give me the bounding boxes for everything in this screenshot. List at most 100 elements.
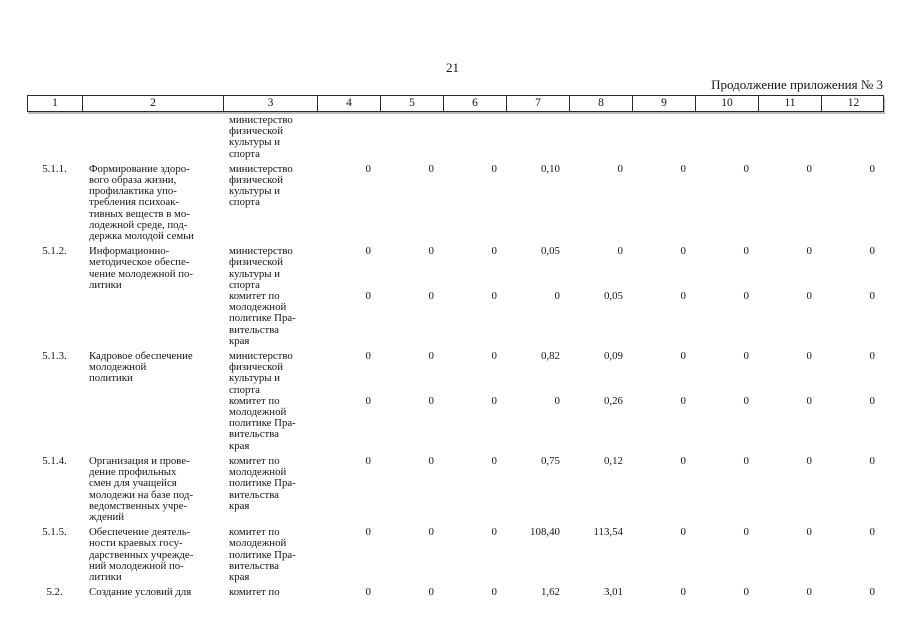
value-cell: 0 xyxy=(491,350,497,363)
table-row: 5.2. Создание условий для комитет по 0 0… xyxy=(27,586,884,599)
value-cell: 0 xyxy=(617,162,623,175)
value-cell: 0 xyxy=(806,350,812,363)
executor-block: комитет по 0 0 0 1,62 3,01 0 0 0 0 xyxy=(223,586,884,599)
value-cell: 0 xyxy=(869,162,875,175)
column-header: 6 xyxy=(444,96,507,111)
measure-name: Обеспечение деятель- ности краевых госу-… xyxy=(89,526,194,583)
executor-name: министерство физической культуры и спорт… xyxy=(229,114,293,160)
measure-name: Информационно- методическое обеспе- чени… xyxy=(89,245,194,291)
value-cell: 0 xyxy=(743,290,749,303)
value-cell: 0 xyxy=(680,350,686,363)
executor-name: министерство физической культуры и спорт… xyxy=(229,245,293,291)
value-cell: 0 xyxy=(428,350,434,363)
column-header: 9 xyxy=(633,96,696,111)
executor-block: министерство физической культуры и спорт… xyxy=(223,162,884,209)
value-cell: 0 xyxy=(491,526,497,539)
column-header: 11 xyxy=(759,96,822,111)
value-cell: 0 xyxy=(491,586,497,599)
table-row: 5.1.5. Обеспечение деятель- ности краевы… xyxy=(27,527,884,583)
value-cell: 0 xyxy=(365,350,371,363)
column-header: 8 xyxy=(570,96,633,111)
column-header: 3 xyxy=(224,96,318,111)
value-cell: 0 xyxy=(617,245,623,258)
value-cell: 0,75 xyxy=(540,454,560,467)
executor-block: комитет по молодежной политике Пра- вите… xyxy=(223,527,884,583)
value-cell: 0 xyxy=(869,454,875,467)
value-cell: 0 xyxy=(365,394,371,407)
column-header: 2 xyxy=(83,96,224,111)
value-cell: 0 xyxy=(743,526,749,539)
value-cell: 0 xyxy=(428,394,434,407)
value-cell: 0 xyxy=(365,586,371,599)
table-body: министерство физической культуры и спорт… xyxy=(27,114,884,599)
executor-block: комитет по молодежной политике Пра- вите… xyxy=(223,394,884,452)
table-row: 5.1.4. Организация и прове- дение профил… xyxy=(27,454,884,523)
measure-name: Создание условий для xyxy=(89,586,192,599)
table-row: 5.1.3. Кадровое обеспечение молодежной п… xyxy=(27,350,884,452)
value-cell: 0 xyxy=(680,245,686,258)
value-cell: 0 xyxy=(806,394,812,407)
column-header: 1 xyxy=(28,96,83,111)
value-cell: 0 xyxy=(869,526,875,539)
measure-name: Формирование здоро- вого образа жизни, п… xyxy=(89,162,194,243)
value-cell: 0 xyxy=(365,245,371,258)
value-cell: 0 xyxy=(680,526,686,539)
value-cell: 0 xyxy=(365,162,371,175)
value-cell: 0 xyxy=(428,162,434,175)
value-cell: 0 xyxy=(869,245,875,258)
value-cell: 0 xyxy=(806,290,812,303)
value-cell: 0 xyxy=(428,245,434,258)
value-cell: 0 xyxy=(743,394,749,407)
value-cell: 0 xyxy=(428,454,434,467)
value-cell: 0 xyxy=(869,586,875,599)
value-cell: 0 xyxy=(743,162,749,175)
executor-block: министерство физической культуры и спорт… xyxy=(223,114,884,160)
value-cell: 0 xyxy=(806,526,812,539)
row-number: 5.2. xyxy=(46,586,63,599)
executor-name: комитет по молодежной политике Пра- вите… xyxy=(229,454,296,512)
page-number: 21 xyxy=(446,60,459,75)
value-cell: 0 xyxy=(869,290,875,303)
row-number: 5.1.5. xyxy=(42,526,67,539)
executor-name: министерство физической культуры и спорт… xyxy=(229,162,293,209)
value-cell: 0 xyxy=(806,162,812,175)
value-cell: 0 xyxy=(743,350,749,363)
value-cell: 0 xyxy=(680,394,686,407)
row-number xyxy=(27,115,82,160)
value-cell: 0,82 xyxy=(540,350,560,363)
value-cell: 0 xyxy=(491,454,497,467)
value-cell: 0 xyxy=(743,454,749,467)
executor-name: комитет по молодежной политике Пра- вите… xyxy=(229,394,296,452)
column-number-header-row: 1 2 3 4 5 6 7 8 9 10 11 12 xyxy=(27,95,884,112)
value-cell: 0 xyxy=(680,162,686,175)
value-cell: 0 xyxy=(554,394,560,407)
value-cell: 108,40 xyxy=(530,526,560,539)
value-cell: 0 xyxy=(680,586,686,599)
value-cell: 0,10 xyxy=(540,162,560,175)
executor-block: министерство физической культуры и спорт… xyxy=(223,350,884,396)
table-row: 5.1.2. Информационно- методическое обесп… xyxy=(27,246,884,347)
column-header: 7 xyxy=(507,96,570,111)
value-cell: 0 xyxy=(806,454,812,467)
executor-name: комитет по молодежной политике Пра- вите… xyxy=(229,526,296,583)
row-number: 5.1.3. xyxy=(42,350,67,363)
value-cell: 0 xyxy=(491,245,497,258)
value-cell: 0 xyxy=(869,394,875,407)
value-cell: 0,26 xyxy=(603,394,623,407)
appendix-table: 1 2 3 4 5 6 7 8 9 10 11 12 министерство … xyxy=(27,95,884,602)
value-cell: 0,05 xyxy=(603,290,623,303)
row-number: 5.1.2. xyxy=(42,245,67,258)
measure-name: Кадровое обеспечение молодежной политики xyxy=(89,350,193,385)
measure-name xyxy=(82,115,223,160)
row-number: 5.1.4. xyxy=(42,454,67,467)
continuation-note: Продолжение приложения № 3 xyxy=(711,77,883,92)
value-cell: 0 xyxy=(680,454,686,467)
executor-name: комитет по молодежной политике Пра- вите… xyxy=(229,290,296,347)
measure-name: Организация и прове- дение профильных см… xyxy=(89,454,194,523)
value-cell: 0 xyxy=(428,526,434,539)
value-cell: 1,62 xyxy=(540,586,560,599)
value-cell: 0 xyxy=(365,290,371,303)
value-cell: 0 xyxy=(428,586,434,599)
value-cell: 0 xyxy=(491,394,497,407)
